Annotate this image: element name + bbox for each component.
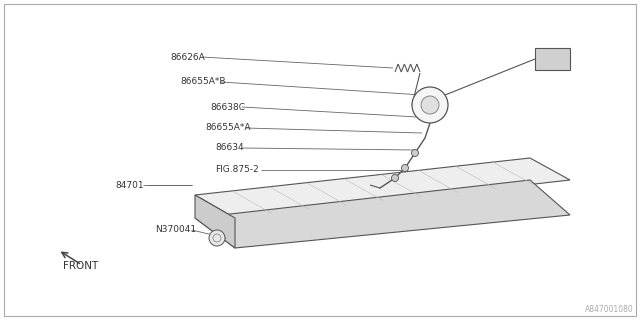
Text: FIG.875-2: FIG.875-2 <box>215 165 259 174</box>
Polygon shape <box>195 180 570 248</box>
Text: N370041: N370041 <box>155 226 196 235</box>
Text: 84701: 84701 <box>115 180 143 189</box>
Text: A847001080: A847001080 <box>585 305 634 314</box>
Circle shape <box>209 230 225 246</box>
Polygon shape <box>195 158 570 218</box>
Text: 86634: 86634 <box>215 143 244 153</box>
Circle shape <box>401 164 408 172</box>
Text: 86638C: 86638C <box>210 102 245 111</box>
Circle shape <box>412 87 448 123</box>
Text: 86655A*B: 86655A*B <box>180 77 225 86</box>
Text: 86626A: 86626A <box>170 52 205 61</box>
Text: FRONT: FRONT <box>63 261 99 271</box>
Circle shape <box>412 149 419 156</box>
Bar <box>535 48 570 70</box>
Circle shape <box>392 174 399 181</box>
Text: 86655A*A: 86655A*A <box>205 124 250 132</box>
Polygon shape <box>195 195 235 248</box>
Circle shape <box>421 96 439 114</box>
